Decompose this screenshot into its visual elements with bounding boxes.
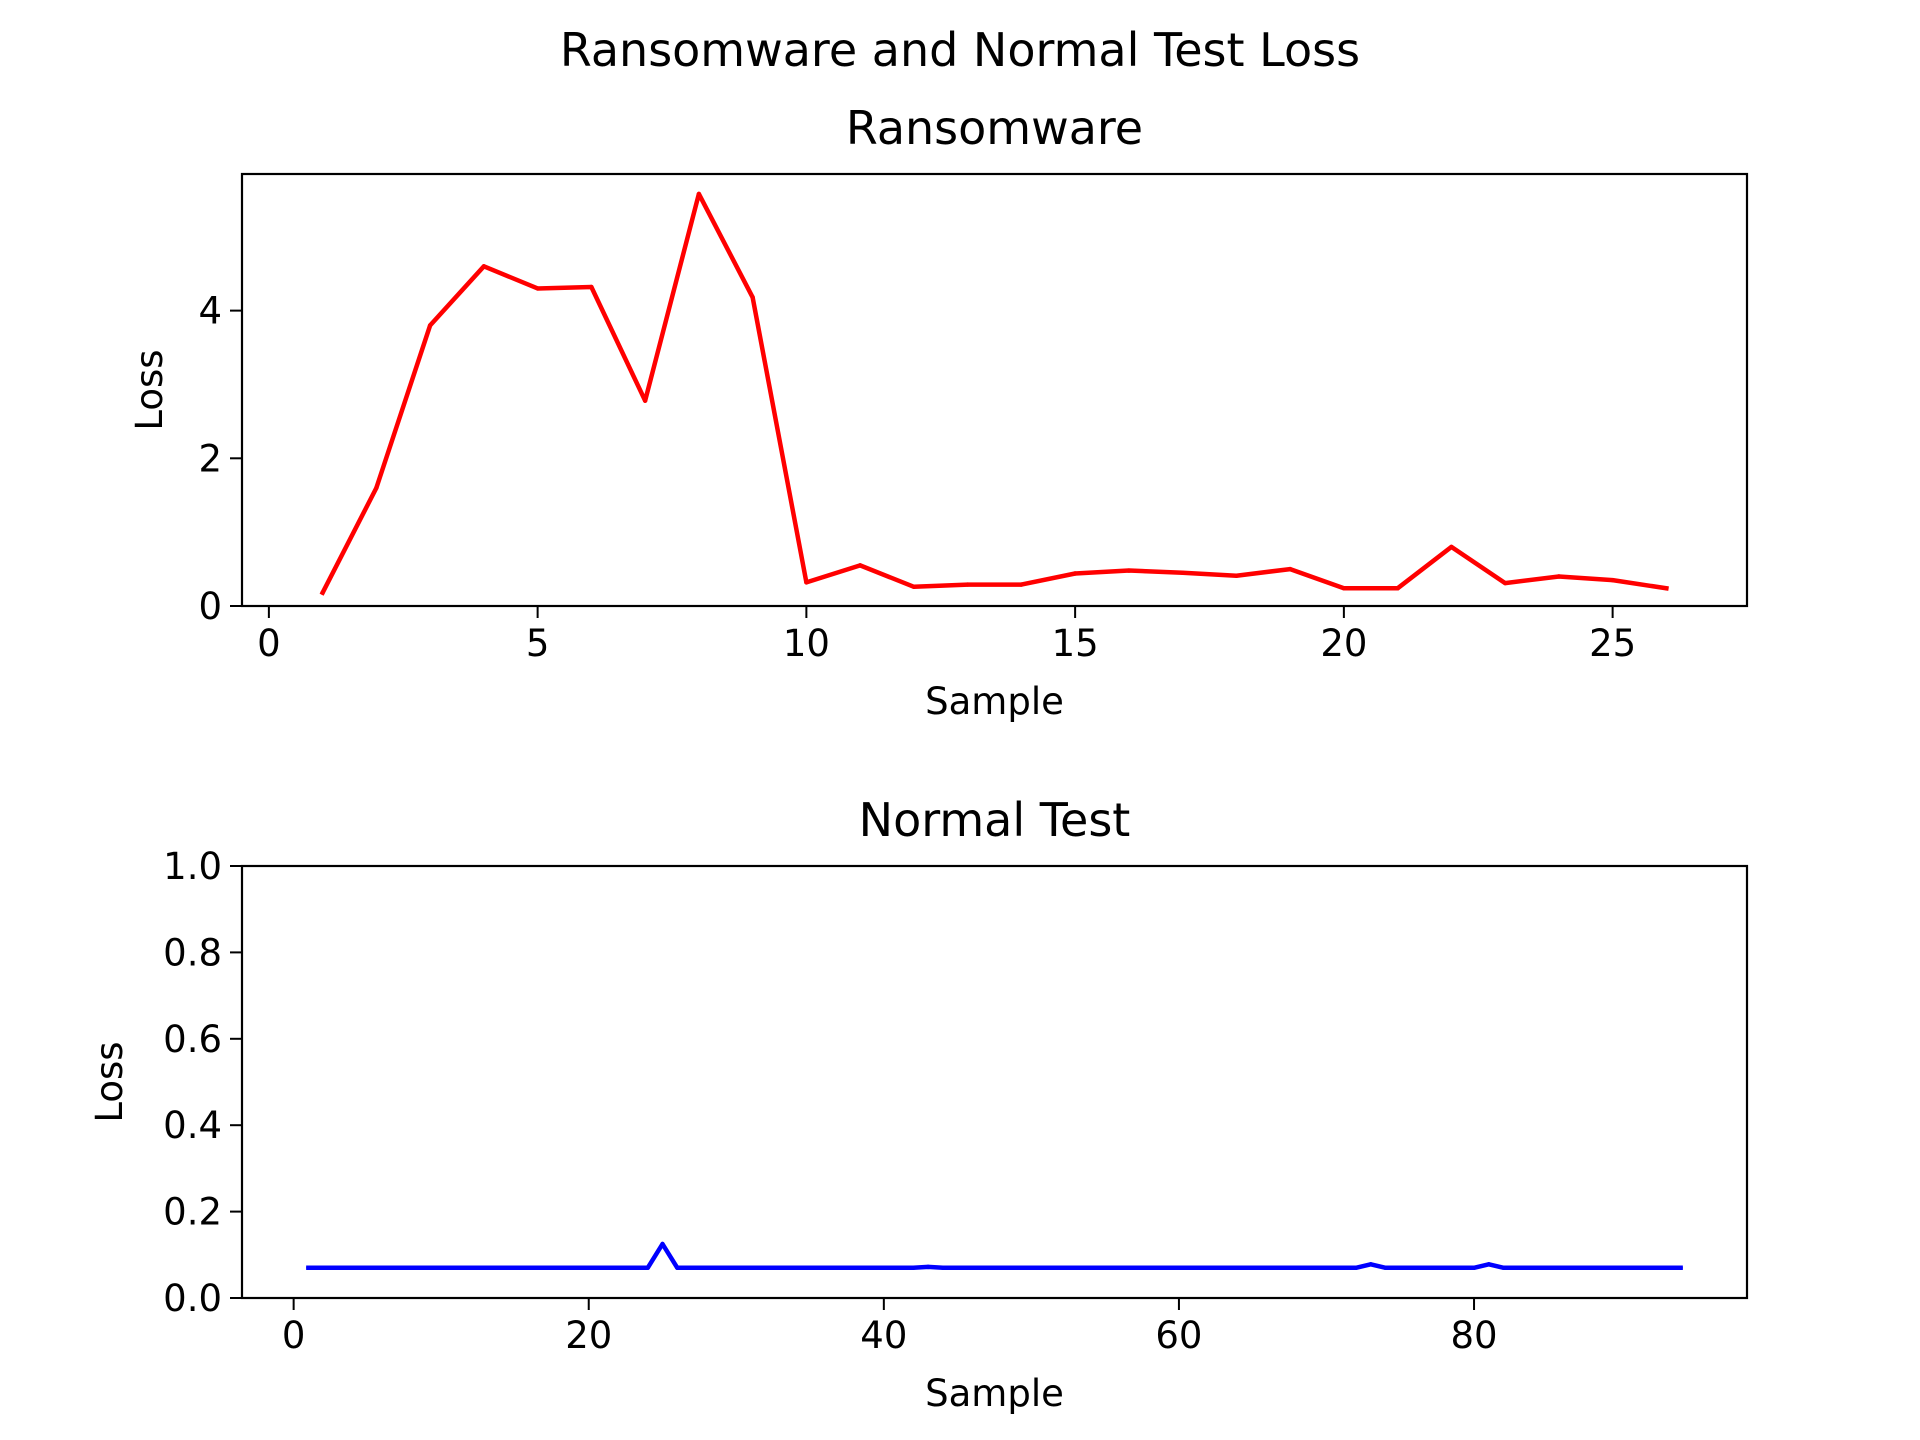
data-point bbox=[642, 398, 648, 403]
axes-frame bbox=[240, 172, 1749, 608]
panel-title: Normal Test bbox=[859, 793, 1131, 847]
data-point bbox=[589, 284, 594, 290]
y-tick-label: 1.0 bbox=[163, 845, 222, 888]
data-point bbox=[320, 590, 325, 595]
data-point bbox=[1610, 577, 1615, 583]
data-point bbox=[481, 264, 487, 269]
data-point bbox=[1502, 580, 1508, 586]
y-tick-label: 0.4 bbox=[163, 1104, 222, 1147]
data-point bbox=[940, 1265, 946, 1270]
data-point bbox=[965, 582, 970, 587]
panel-title: Ransomware bbox=[846, 101, 1143, 155]
x-tick-label: 5 bbox=[526, 622, 550, 665]
data-point bbox=[1678, 1265, 1683, 1270]
data-point bbox=[645, 1265, 650, 1270]
x-axis-label: Sample bbox=[925, 680, 1064, 723]
data-point bbox=[804, 580, 809, 585]
data-point bbox=[306, 1265, 311, 1270]
axes-frame bbox=[240, 864, 1749, 1300]
data-point bbox=[1664, 586, 1669, 591]
y-axis-label: Loss bbox=[128, 349, 171, 430]
x-tick-label: 10 bbox=[783, 622, 830, 665]
data-point bbox=[1234, 573, 1239, 578]
chart-panel-2: Normal Test 0 20 40 60 80 0.0 0.2 0.4 0.6 0.8 1.0 Sa… bbox=[88, 793, 1749, 1415]
data-point bbox=[1353, 1265, 1359, 1270]
data-point bbox=[1471, 1265, 1477, 1270]
series-line-1 bbox=[319, 191, 1669, 596]
data-point bbox=[1019, 582, 1024, 587]
data-point bbox=[374, 485, 379, 491]
y-tick-label: 0.0 bbox=[163, 1277, 222, 1320]
y-tick-label: 0.2 bbox=[163, 1191, 222, 1234]
x-tick-label: 60 bbox=[1155, 1314, 1202, 1357]
data-point bbox=[1501, 1265, 1506, 1270]
data-point bbox=[911, 584, 917, 589]
data-point bbox=[1556, 574, 1562, 579]
data-point bbox=[660, 1241, 665, 1247]
series-line-1 bbox=[306, 1241, 1683, 1271]
y-axis-label: Loss bbox=[88, 1041, 131, 1122]
y-tick-label: 0 bbox=[198, 585, 222, 628]
y-tick-label: 0.8 bbox=[163, 931, 222, 974]
y-tick-label: 0.6 bbox=[163, 1018, 222, 1061]
x-tick-label: 20 bbox=[565, 1314, 612, 1357]
y-tick-label: 2 bbox=[198, 437, 222, 480]
data-point bbox=[1341, 586, 1347, 591]
data-point bbox=[1486, 1262, 1491, 1267]
data-point bbox=[1126, 568, 1132, 573]
data-point bbox=[857, 563, 863, 568]
x-tick-label: 80 bbox=[1450, 1314, 1497, 1357]
data-point bbox=[1180, 570, 1185, 575]
data-point bbox=[535, 286, 540, 291]
data-point bbox=[1287, 566, 1293, 572]
data-point bbox=[1449, 544, 1454, 550]
x-tick-label: 25 bbox=[1589, 622, 1636, 665]
data-point bbox=[1383, 1265, 1388, 1270]
data-point bbox=[427, 323, 433, 328]
x-tick-label: 40 bbox=[860, 1314, 907, 1357]
y-tick-label: 4 bbox=[198, 290, 222, 333]
x-tick-label: 15 bbox=[1052, 622, 1099, 665]
data-point bbox=[675, 1265, 680, 1270]
data-point bbox=[696, 191, 702, 197]
x-tick-label: 0 bbox=[257, 622, 281, 665]
data-point bbox=[925, 1264, 931, 1270]
data-point bbox=[750, 295, 755, 300]
data-point bbox=[1395, 586, 1400, 591]
data-point bbox=[1072, 571, 1078, 576]
chart-panel-1: Ransomware 0 5 10 15 20 25 0 2 4 Sample Loss bbox=[128, 101, 1749, 723]
x-tick-label: 0 bbox=[282, 1314, 306, 1357]
data-point bbox=[911, 1265, 916, 1270]
figure-suptitle: Ransomware and Normal Test Loss bbox=[560, 23, 1360, 77]
data-point bbox=[1368, 1262, 1373, 1267]
x-tick-label: 20 bbox=[1320, 622, 1367, 665]
x-axis-label: Sample bbox=[925, 1372, 1064, 1415]
